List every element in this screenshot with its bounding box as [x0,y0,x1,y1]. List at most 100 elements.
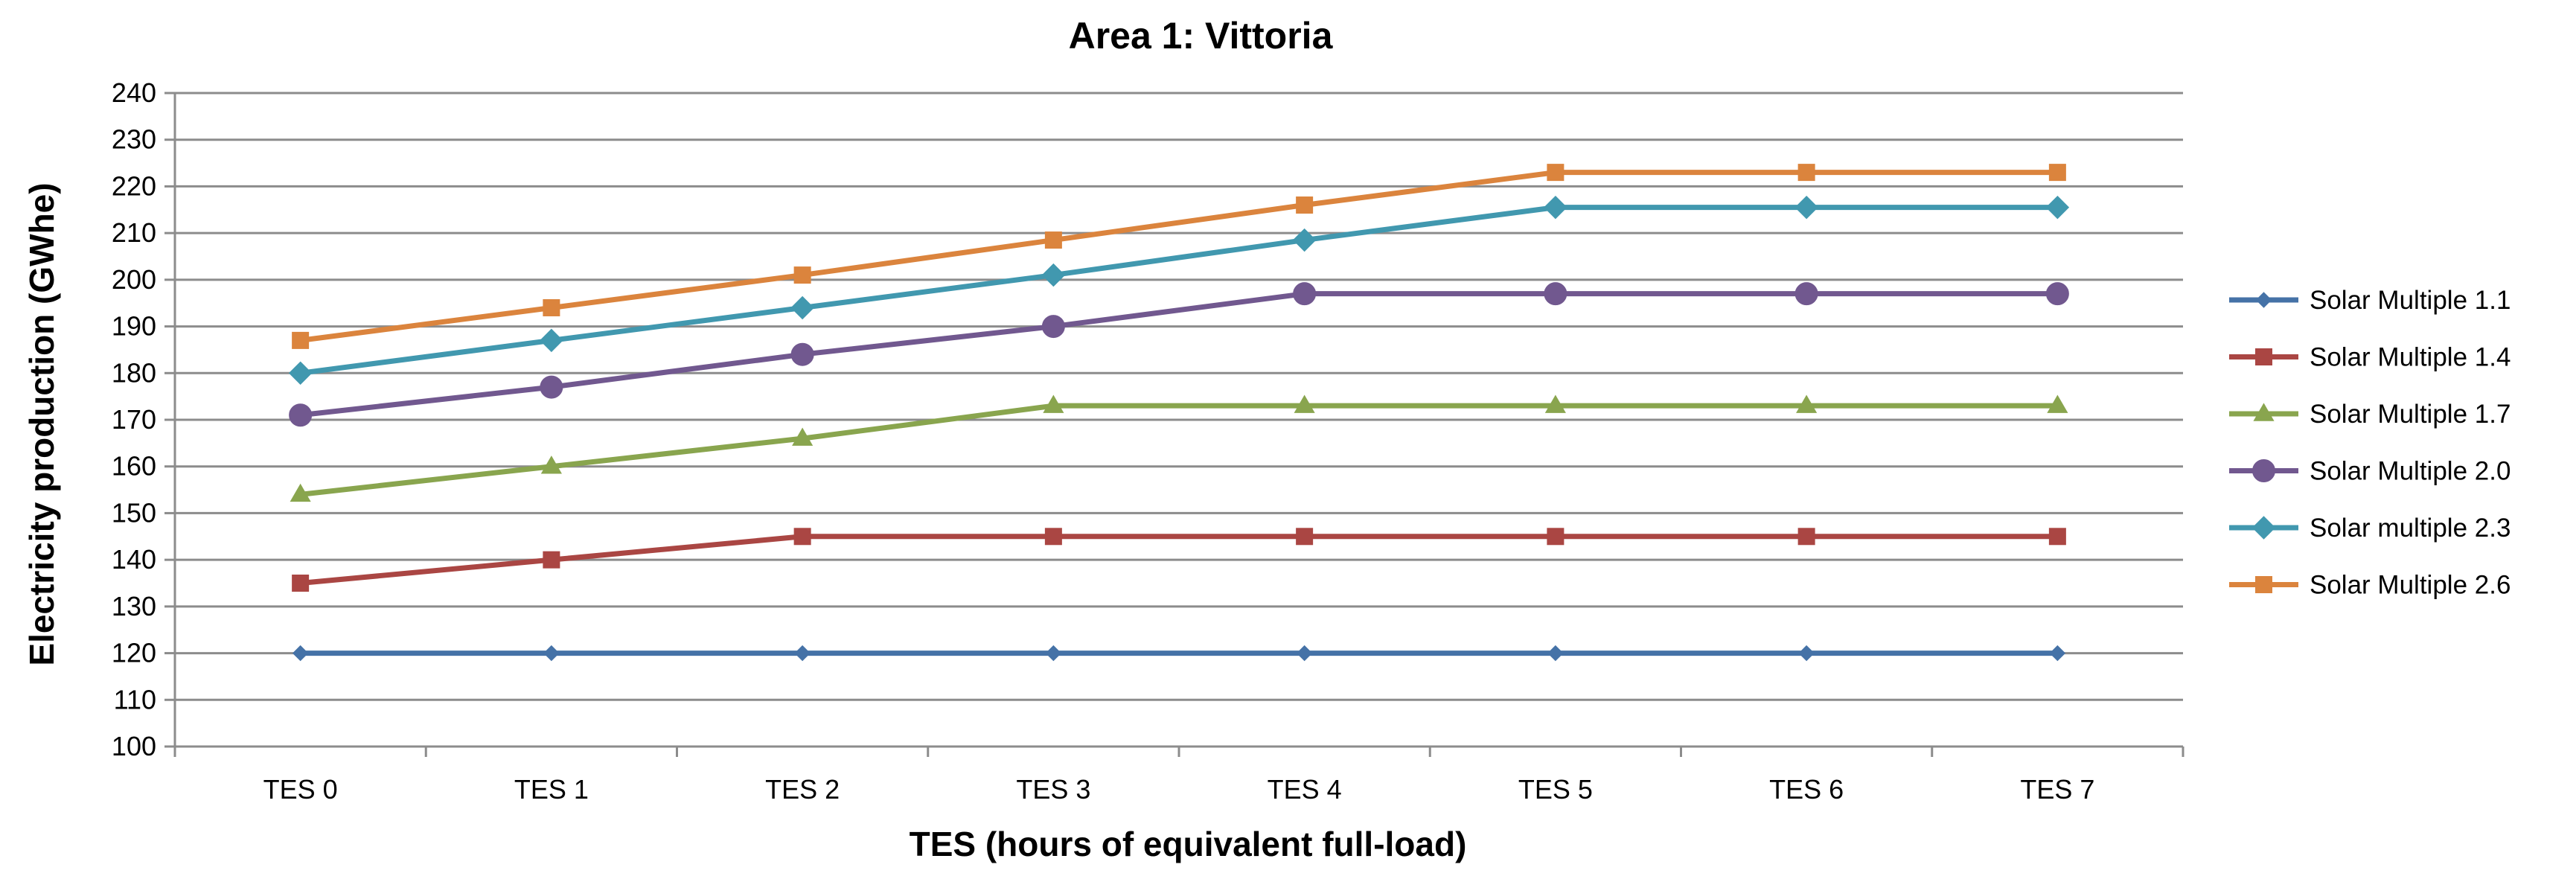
legend-label: Solar multiple 2.3 [2310,514,2511,543]
data-point [1797,164,1815,182]
legend-item: Solar multiple 2.3 [2229,514,2511,543]
axes: 100 110 120 130 140 150 160 170 180 190 200 210 220 2… [112,77,2185,805]
data-point [2047,394,2068,413]
x-axis-title: TES (hours of equivalent full-load) [910,825,1467,863]
y-tick-label: 240 [112,77,156,108]
data-point [2045,282,2069,306]
legend-marker [2253,403,2275,421]
y-tick-label: 210 [112,217,156,248]
data-point [540,456,562,474]
data-point [793,266,811,284]
data-point [1544,394,1566,413]
data-point [288,361,313,385]
y-tick-label: 110 [114,684,156,715]
gridlines [175,92,2183,748]
data-point [1547,164,1565,182]
x-tick-label: TES 0 [263,774,338,805]
series-line [300,205,2058,376]
data-point [790,342,814,366]
legend-label: Solar Multiple 1.1 [2310,286,2511,315]
y-tick-label: 220 [112,170,156,201]
y-tick-label: 180 [112,357,156,388]
data-point [790,295,814,320]
legend-item: Solar Multiple 1.7 [2229,400,2511,429]
legend-item: Solar Multiple 1.4 [2229,343,2511,372]
data-point [1041,263,1066,287]
data-point [290,483,311,502]
legend-label: Solar Multiple 1.4 [2310,343,2511,372]
y-tick-label: 160 [112,451,156,482]
y-tick-label: 120 [112,638,156,668]
series-4 [289,282,2069,427]
legend: Solar Multiple 1.1 Solar Multiple 1.4 Sola… [2229,286,2511,600]
data-point [292,331,310,349]
series-line [300,403,2058,497]
data-point [1041,315,1065,339]
y-tick-label: 200 [112,264,156,295]
data-point [1294,394,1315,413]
x-tick-label: TES 5 [1518,774,1593,805]
data-point [1544,282,1567,306]
series-5 [288,195,2070,385]
data-point [1296,528,1314,546]
data-point [292,575,310,592]
data-point [540,375,563,399]
data-point [292,645,309,662]
x-tick-label: TES 6 [1769,774,1844,805]
legend-item: Solar Multiple 1.1 [2229,286,2511,315]
data-point [540,328,563,353]
legend-marker [2255,292,2272,308]
series-lines [288,164,2070,662]
data-point [1547,528,1565,546]
data-point [1292,228,1317,252]
y-tick-label: 170 [112,404,156,435]
y-tick-label: 130 [112,591,156,621]
data-point [2048,528,2066,546]
data-point [1043,394,1064,413]
legend-marker [2252,459,2275,482]
data-point [1798,645,1815,662]
legend-label: Solar Multiple 2.6 [2310,571,2511,600]
legend-marker [2251,516,2276,540]
data-point [2045,195,2070,220]
x-tick-label: TES 7 [2020,774,2094,805]
data-point [1044,231,1062,249]
x-tick-label: TES 2 [765,774,840,805]
data-point [1045,645,1062,662]
series-1 [292,645,2066,662]
data-point [1044,528,1062,546]
data-point [1794,195,1818,220]
legend-item: Solar Multiple 2.6 [2229,571,2511,600]
data-point [1797,528,1815,546]
y-tick-label: 150 [112,497,156,528]
data-point [1794,282,1818,306]
series-6 [292,164,2066,349]
legend-label: Solar Multiple 2.0 [2310,457,2511,486]
data-point [1296,645,1313,662]
data-point [794,645,811,662]
data-point [543,298,560,316]
y-tick-label: 230 [112,124,156,155]
x-tick-label: TES 4 [1268,774,1342,805]
legend-label: Solar Multiple 1.7 [2310,400,2511,429]
legend-item: Solar Multiple 2.0 [2229,457,2511,486]
data-point [543,551,560,569]
data-point [1544,195,1567,220]
series-3 [290,394,2068,502]
legend-marker [2255,348,2272,365]
data-point [1796,394,1818,413]
series-2 [292,528,2066,592]
data-point [543,645,560,662]
data-point [2048,164,2066,182]
y-tick-label: 100 [112,731,156,761]
y-axis-title: Electricity production (GWhe) [22,182,61,665]
series-line [300,291,2058,418]
series-line [300,170,2058,343]
series-line [300,534,2058,586]
legend-marker [2255,576,2272,593]
chart-title: Area 1: Vittoria [1069,15,1334,57]
x-tick-label: TES 1 [514,774,589,805]
data-point [2049,645,2066,662]
data-point [289,403,313,427]
